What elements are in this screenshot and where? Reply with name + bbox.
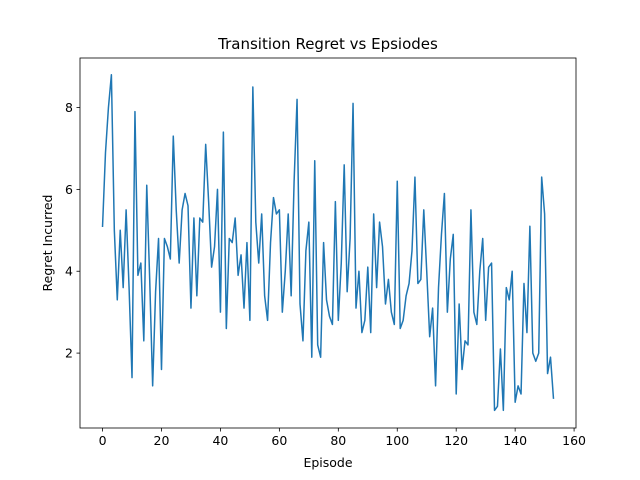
x-tick-label: 60	[271, 433, 287, 448]
x-tick-label: 100	[385, 433, 409, 448]
x-tick-label: 0	[99, 433, 107, 448]
y-axis-title: Regret Incurred	[40, 195, 55, 292]
series-line	[101, 74, 555, 412]
x-tick-label: 160	[562, 433, 586, 448]
x-tick-label: 120	[444, 433, 468, 448]
y-tick-label: 8	[65, 100, 73, 115]
y-tick-label: 4	[65, 264, 73, 279]
y-axis-ticks: 2 4 6 8	[65, 100, 80, 361]
x-tick-label: 80	[330, 433, 346, 448]
x-tick-label: 140	[503, 433, 527, 448]
x-axis-ticks: 0 20 40 60 80 100 120 140 160	[99, 428, 586, 448]
x-tick-label: 20	[154, 433, 170, 448]
x-axis-title: Episode	[303, 455, 352, 470]
x-tick-label: 40	[212, 433, 228, 448]
y-tick-label: 2	[65, 346, 73, 361]
y-tick-label: 6	[65, 182, 73, 197]
plot-area-frame	[79, 57, 577, 429]
chart-title: Transition Regret vs Epsiodes	[217, 35, 438, 53]
